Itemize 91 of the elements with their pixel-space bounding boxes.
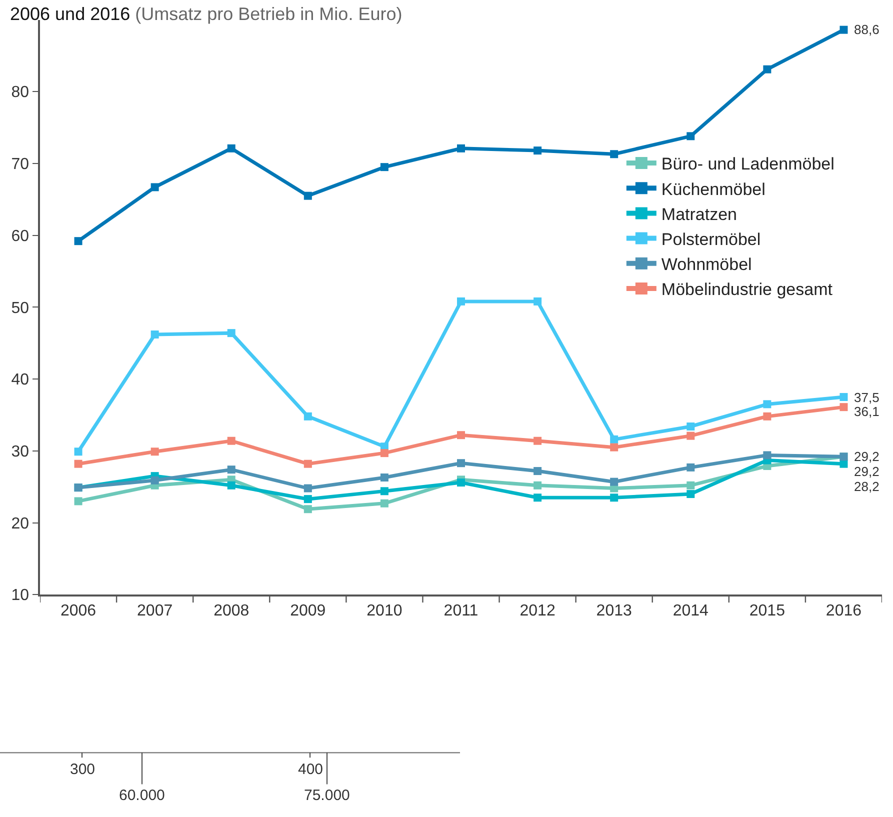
legend-label: Möbelindustrie gesamt [661, 280, 833, 300]
x-tick-label: 2012 [520, 602, 556, 620]
point [686, 463, 695, 472]
point [74, 497, 82, 506]
text: 60.000 [119, 787, 165, 804]
point [534, 146, 542, 155]
point [74, 448, 82, 456]
point [840, 393, 848, 402]
point [763, 65, 772, 74]
legend-label: Büro- und Ladenmöbel [661, 154, 834, 174]
point [380, 449, 388, 458]
point [227, 481, 236, 490]
point [457, 459, 465, 468]
x-tick-label: 2011 [444, 602, 478, 620]
point [304, 495, 312, 504]
x-tick-label: 2010 [366, 602, 402, 620]
point [840, 460, 848, 468]
point [380, 163, 388, 172]
point [534, 494, 542, 502]
point [686, 422, 695, 430]
point [457, 144, 465, 152]
x-tick-label: 2008 [214, 602, 250, 620]
point [610, 435, 618, 444]
point [304, 192, 312, 200]
y-tick-label: 30 [11, 444, 30, 461]
point [686, 481, 695, 490]
point [150, 448, 159, 456]
point [304, 505, 312, 514]
point [304, 412, 312, 420]
y-tick-label: 60 [11, 228, 30, 245]
x-tick-label: 2015 [749, 602, 786, 620]
point [457, 478, 465, 487]
y-tick-label: 50 [11, 300, 30, 317]
point [610, 494, 618, 502]
x-tick-label: 2009 [290, 602, 326, 620]
point [227, 144, 236, 152]
point [610, 150, 618, 158]
point [534, 481, 542, 490]
chart-subtitle: (Umsatz pro Betrieb in Mio. Euro) [135, 4, 402, 24]
x-tick-label: 2006 [60, 602, 96, 620]
point [380, 474, 388, 482]
point [763, 412, 772, 420]
point [304, 484, 312, 492]
legend-label: Wohnmöbel [661, 255, 752, 274]
point [74, 460, 82, 468]
point [457, 297, 465, 306]
text: 75.000 [304, 787, 350, 804]
data-label: 88,6 [854, 22, 880, 37]
point [840, 26, 848, 34]
point [686, 432, 695, 440]
data-label: 29,2 [854, 449, 880, 464]
legend-label: Polstermöbel [661, 230, 761, 249]
point [150, 330, 159, 338]
point [304, 460, 312, 468]
point [534, 297, 542, 306]
data-label: 37,5 [854, 390, 880, 405]
point [380, 487, 388, 496]
point [610, 443, 618, 452]
x-tick-label: 2014 [672, 602, 709, 620]
data-label: 36,1 [854, 404, 880, 419]
point [227, 329, 236, 338]
point [534, 467, 542, 476]
point [534, 436, 542, 445]
point [610, 478, 618, 486]
point [763, 400, 772, 408]
data-label: 29,2 [854, 464, 880, 479]
y-tick-label: 80 [11, 84, 30, 102]
legend-label: Küchenmöbel [661, 180, 766, 199]
chart-title: 2006 und 2016 [10, 4, 130, 24]
x-tick-label: 2013 [596, 602, 632, 620]
point [686, 490, 695, 498]
y-tick-label: 10 [11, 587, 30, 604]
legend-label: Matratzen [661, 204, 738, 224]
x-tick-label: 2007 [137, 602, 173, 620]
point [840, 403, 848, 412]
point [763, 451, 772, 460]
y-tick-label: 20 [11, 515, 30, 532]
x-tick-label: 2016 [826, 602, 862, 620]
point [380, 499, 388, 508]
point [686, 132, 695, 140]
y-tick-label: 70 [11, 156, 30, 174]
y-tick-label: 40 [11, 372, 30, 389]
text: 400 [298, 761, 324, 778]
point [227, 436, 236, 445]
point [74, 237, 82, 246]
point [150, 476, 159, 484]
data-label: 28,2 [854, 479, 880, 494]
point [150, 183, 159, 192]
point [457, 431, 465, 440]
text: 300 [70, 761, 96, 778]
point [227, 466, 236, 474]
